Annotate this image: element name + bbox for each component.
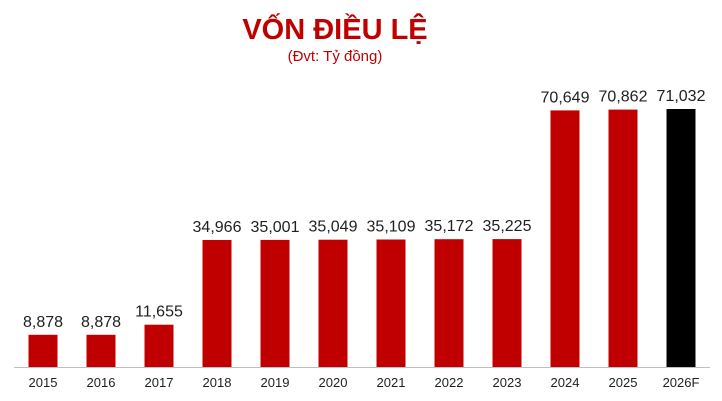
- x-tick-label-2016: 2016: [87, 375, 116, 390]
- x-tick-label-2026F: 2026F: [663, 375, 700, 390]
- bar-2018: [202, 240, 232, 367]
- data-label-2020: 35,049: [309, 219, 358, 236]
- x-tick-label-2022: 2022: [435, 375, 464, 390]
- bar-2025: [608, 109, 638, 367]
- bar-2026F: [666, 109, 696, 367]
- data-label-2024: 70,649: [541, 89, 590, 106]
- bar-2019: [260, 239, 290, 367]
- bar-2020: [318, 239, 348, 367]
- x-tick-label-2015: 2015: [29, 375, 58, 390]
- x-tick-label-2020: 2020: [319, 375, 348, 390]
- x-tick-label-2024: 2024: [551, 375, 580, 390]
- chart-subtitle: (Đvt: Tỷ đồng): [287, 48, 383, 65]
- x-tick-label-2021: 2021: [377, 375, 406, 390]
- data-label-2022: 35,172: [425, 218, 474, 235]
- data-label-2019: 35,001: [251, 219, 300, 236]
- data-label-2016: 8,878: [81, 314, 121, 331]
- data-label-2017: 11,655: [135, 304, 183, 321]
- bar-2023: [492, 239, 522, 367]
- data-label-2015: 8,878: [23, 314, 63, 331]
- bar-2015: [28, 334, 58, 367]
- x-tick-label-2023: 2023: [493, 375, 522, 390]
- chart-title: VỐN ĐIỀU LỆ: [242, 14, 428, 46]
- bar-2017: [144, 324, 174, 367]
- x-tick-label-2019: 2019: [261, 375, 290, 390]
- bar-2016: [86, 334, 116, 367]
- data-label-2018: 34,966: [193, 219, 242, 236]
- data-label-2023: 35,225: [483, 218, 532, 235]
- bar-2024: [550, 110, 580, 368]
- x-tick-label-2018: 2018: [203, 375, 232, 390]
- bar-2022: [434, 239, 464, 367]
- data-label-2021: 35,109: [367, 219, 416, 236]
- bar-2021: [376, 239, 406, 367]
- data-label-2025: 70,862: [599, 89, 648, 106]
- x-tick-label-2025: 2025: [609, 375, 638, 390]
- data-label-2026F: 71,032: [657, 88, 706, 105]
- x-tick-label-2017: 2017: [145, 375, 174, 390]
